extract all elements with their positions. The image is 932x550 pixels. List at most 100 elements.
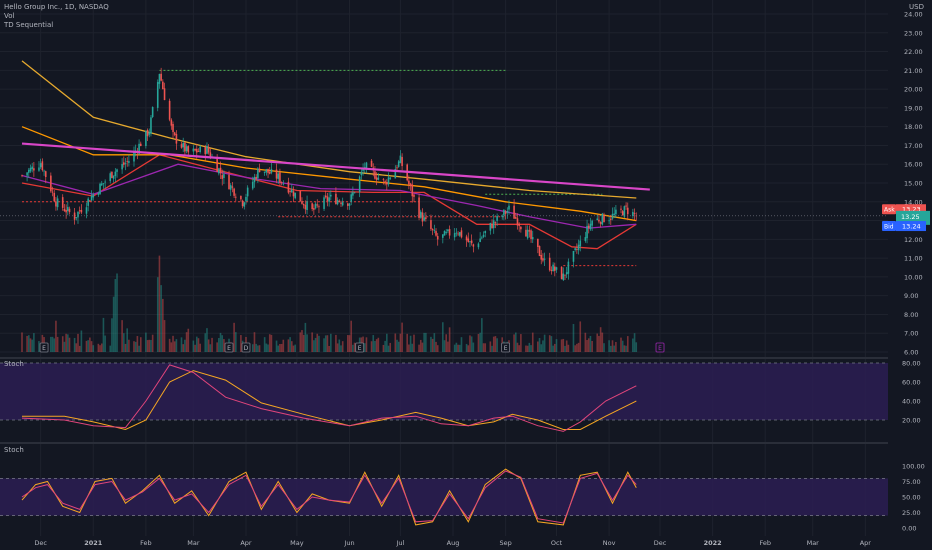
- candle-body: [365, 162, 368, 170]
- volume-bar: [21, 332, 23, 352]
- candle-body: [481, 237, 483, 239]
- stoch-pane-2[interactable]: [21, 468, 637, 526]
- candle-body: [613, 213, 616, 215]
- candle-body: [328, 197, 330, 202]
- volume-bar: [314, 337, 317, 352]
- candle-body: [292, 191, 295, 197]
- volume-bar: [114, 279, 117, 352]
- candle-body: [173, 132, 176, 135]
- volume-bar: [348, 335, 351, 352]
- time-axis[interactable]: Dec 2021 Feb Mar Apr May Jun Jul Aug Sep Oct Nov Dec…: [34, 539, 871, 547]
- symbol-title[interactable]: Hello Group Inc., 1D, NASDAQ: [4, 3, 109, 11]
- candle-body: [436, 236, 439, 240]
- event-marker-icon[interactable]: [655, 342, 665, 353]
- candle-body: [145, 130, 147, 146]
- candle-body: [375, 177, 378, 180]
- volume-bar: [479, 332, 481, 352]
- volume-bar: [257, 345, 259, 352]
- volume-bar: [240, 335, 242, 352]
- candle-body: [358, 176, 361, 192]
- candle-body: [241, 200, 244, 207]
- candle-body: [469, 241, 471, 243]
- event-marker-icon[interactable]: [355, 342, 365, 353]
- time-axis-label: 2022: [704, 539, 722, 547]
- volume-bar: [111, 318, 113, 352]
- candle-body: [27, 169, 30, 173]
- stoch-1-legend[interactable]: Stoch: [4, 360, 24, 369]
- candle-body: [574, 248, 576, 251]
- bid-value-badge: [896, 221, 926, 232]
- candle-body: [596, 218, 599, 220]
- event-marker-icon[interactable]: [224, 342, 234, 353]
- trendline-line[interactable]: [21, 142, 650, 191]
- event-marker-icon[interactable]: [39, 342, 49, 353]
- volume-bar: [494, 336, 497, 352]
- event-marker-icon[interactable]: [241, 342, 251, 353]
- candle-body: [67, 206, 69, 211]
- volume-bar: [382, 344, 385, 352]
- volume-bar: [133, 341, 135, 352]
- candle-body: [346, 203, 349, 206]
- time-axis-label: Aug: [447, 539, 460, 547]
- candle-body: [168, 100, 171, 120]
- td-sequential-label[interactable]: TD Sequential: [4, 21, 54, 29]
- stoch-2-legend[interactable]: Stoch: [4, 446, 24, 455]
- volume-bar: [53, 338, 56, 352]
- candle-body: [477, 243, 480, 248]
- candle-body: [99, 183, 101, 195]
- candle-body: [323, 197, 325, 209]
- candle-body: [433, 230, 436, 231]
- volume-bar: [447, 341, 449, 352]
- price-axis-tick: 23.00: [904, 29, 923, 37]
- candle-body: [138, 143, 140, 154]
- volume-bar: [61, 336, 64, 352]
- price-axis-tick: 11.00: [904, 255, 923, 263]
- candle-body: [41, 161, 44, 171]
- pane-separator[interactable]: [0, 357, 932, 359]
- vol-indicator-label[interactable]: Vol: [4, 12, 15, 20]
- volume-bar: [425, 332, 427, 352]
- volume-bar: [458, 344, 461, 352]
- candle-body: [100, 183, 103, 186]
- price-axis-tick: 6.00: [904, 349, 918, 357]
- volume-bar: [560, 339, 563, 352]
- price-axis-tick: 16.00: [904, 161, 923, 169]
- candle-body: [304, 205, 307, 210]
- candle-body: [501, 215, 504, 217]
- price-axes[interactable]: 24.00 23.00 22.00 21.00 20.00 19.00 18.00 17.00…: [888, 0, 932, 550]
- candle-body: [413, 194, 415, 197]
- stoch-pane-1[interactable]: [21, 364, 637, 432]
- volume-bar: [184, 339, 186, 352]
- candle-body: [548, 257, 551, 271]
- candle-body: [33, 168, 35, 171]
- event-marker-letter: E: [358, 345, 362, 352]
- candle-body: [31, 166, 33, 170]
- volume-bar: [386, 333, 388, 352]
- volume-bar: [543, 334, 546, 352]
- candle-body: [598, 219, 600, 222]
- candle-body: [39, 163, 42, 168]
- volume-bar: [554, 343, 556, 352]
- volume-bar: [124, 343, 127, 352]
- volume-bar: [531, 332, 534, 352]
- volume-bar: [350, 320, 352, 352]
- pane-separator[interactable]: [0, 442, 932, 444]
- volume-bar: [401, 322, 403, 352]
- candle-body: [567, 261, 570, 274]
- volume-bar: [577, 342, 580, 352]
- pane-separators[interactable]: [0, 357, 932, 444]
- volume-bar: [496, 338, 498, 352]
- time-axis-label: Feb: [759, 539, 771, 547]
- volume-bar: [316, 333, 319, 352]
- trendline[interactable]: [21, 142, 650, 191]
- candle-body: [584, 237, 587, 241]
- volume-bar: [613, 345, 616, 352]
- volume-bar: [374, 340, 376, 352]
- stoch-2-axis-tick: 75.00: [902, 478, 921, 486]
- event-marker-icon[interactable]: [501, 342, 511, 353]
- volume-bar: [77, 333, 79, 352]
- candle-body: [504, 211, 507, 214]
- candle-body: [608, 220, 610, 222]
- volume-bar: [63, 341, 66, 352]
